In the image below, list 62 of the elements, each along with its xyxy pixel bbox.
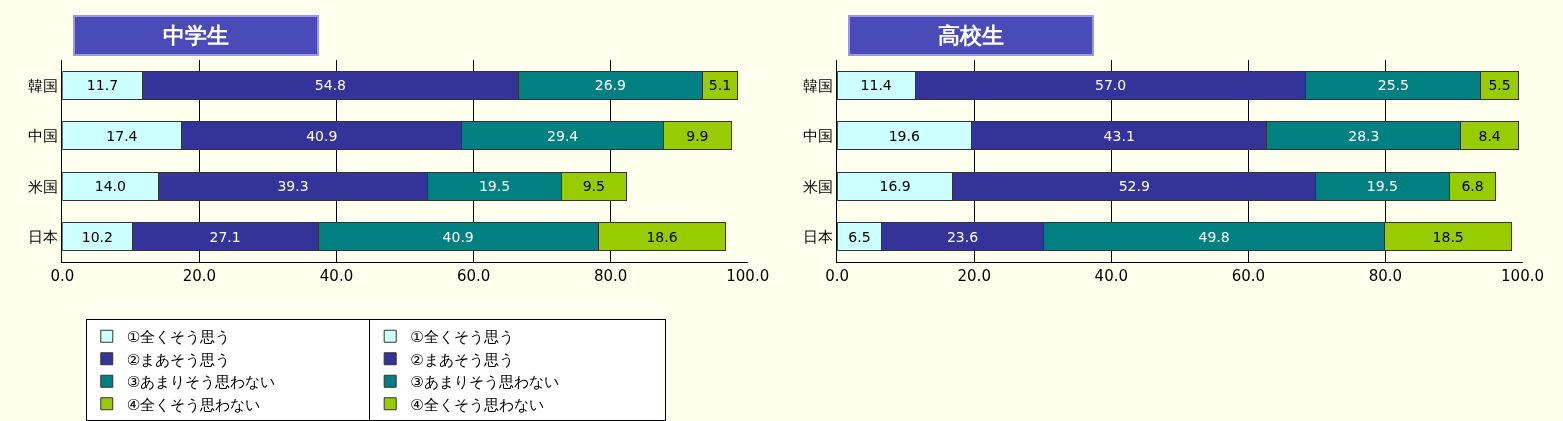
data-label: 40.9 xyxy=(442,228,474,245)
data-label: 11.7 xyxy=(86,77,119,94)
x-tick-label: 0.0 xyxy=(50,267,75,285)
data-label: 26.9 xyxy=(594,77,626,94)
data-label: 40.9 xyxy=(306,127,338,144)
y-tick-label: 米国 xyxy=(28,177,59,196)
data-label: 28.3 xyxy=(1348,127,1380,144)
y-tick-label: 韓国 xyxy=(803,76,834,95)
data-label: 19.5 xyxy=(1366,178,1398,195)
data-label: 16.9 xyxy=(879,178,911,195)
data-label: 39.3 xyxy=(277,178,309,195)
legend-label: ①全くそう思う xyxy=(410,328,514,347)
data-label: 43.1 xyxy=(1103,127,1135,144)
legend-label: ④全くそう思わない xyxy=(126,395,261,414)
chart-title: 中学生 xyxy=(163,23,229,48)
data-label: 57.0 xyxy=(1095,77,1127,94)
x-tick-label: 20.0 xyxy=(957,267,991,285)
data-label: 17.4 xyxy=(106,127,138,144)
data-label: 52.9 xyxy=(1118,178,1150,195)
legend-label: ③あまりそう思わない xyxy=(410,373,559,392)
data-label: 9.5 xyxy=(582,178,606,195)
x-tick-label: 100.0 xyxy=(726,267,770,285)
data-label: 18.6 xyxy=(646,228,678,245)
data-label: 5.5 xyxy=(1488,77,1511,94)
data-label: 23.6 xyxy=(946,228,979,245)
data-label: 14.0 xyxy=(94,178,126,195)
x-tick-label: 80.0 xyxy=(593,267,628,285)
data-label: 19.5 xyxy=(478,178,511,195)
data-label: 49.8 xyxy=(1198,228,1230,245)
data-label: 6.8 xyxy=(1461,178,1484,195)
data-label: 18.5 xyxy=(1432,228,1464,245)
legend-label: ②まあそう思う xyxy=(126,350,231,369)
data-label: 29.4 xyxy=(547,127,579,144)
x-tick-label: 60.0 xyxy=(456,267,491,285)
data-label: 19.6 xyxy=(888,127,920,144)
data-label: 6.5 xyxy=(848,228,871,245)
y-tick-label: 日本 xyxy=(803,228,834,246)
x-tick-label: 80.0 xyxy=(1368,267,1403,285)
data-label: 25.5 xyxy=(1377,77,1409,94)
data-label: 54.8 xyxy=(314,77,346,94)
data-label: 11.4 xyxy=(860,77,892,94)
chart-title: 高校生 xyxy=(938,23,1004,48)
y-tick-label: 日本 xyxy=(28,228,59,246)
y-tick-label: 中国 xyxy=(28,127,59,145)
legend-label: ③あまりそう思わない xyxy=(126,373,276,392)
data-label: 5.1 xyxy=(708,77,732,94)
legend-label: ④全くそう思わない xyxy=(410,395,544,414)
data-label: 9.9 xyxy=(686,127,709,144)
y-tick-label: 韓国 xyxy=(28,76,59,95)
data-label: 27.1 xyxy=(209,228,241,245)
data-label: 8.4 xyxy=(1478,127,1501,144)
y-tick-label: 中国 xyxy=(803,127,834,145)
legend-label: ②まあそう思う xyxy=(410,350,514,369)
x-tick-label: 0.0 xyxy=(825,267,850,285)
x-tick-label: 40.0 xyxy=(319,267,354,285)
x-tick-label: 100.0 xyxy=(1501,267,1545,285)
x-tick-label: 20.0 xyxy=(182,267,217,285)
x-tick-label: 40.0 xyxy=(1094,267,1129,285)
data-label: 10.2 xyxy=(81,228,113,245)
legend-label: ①全くそう思う xyxy=(126,328,231,347)
x-tick-label: 60.0 xyxy=(1231,267,1266,285)
y-tick-label: 米国 xyxy=(803,177,834,196)
